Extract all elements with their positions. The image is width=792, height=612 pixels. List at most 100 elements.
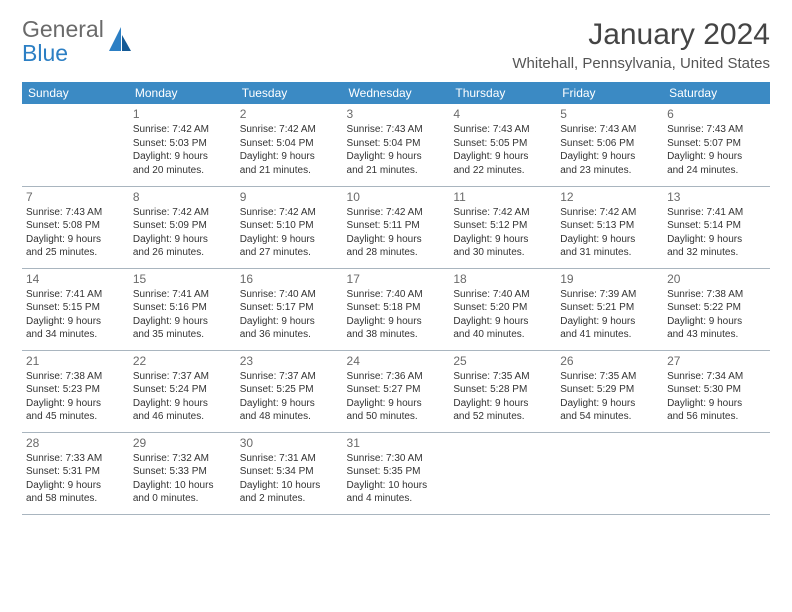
day-header: Tuesday: [236, 82, 343, 104]
day-ss: Sunset: 5:25 PM: [240, 383, 339, 397]
day-sr: Sunrise: 7:30 AM: [347, 452, 446, 466]
day-details: Sunrise: 7:37 AMSunset: 5:25 PMDaylight:…: [240, 370, 339, 424]
day-d1: Daylight: 9 hours: [133, 233, 232, 247]
day-details: Sunrise: 7:43 AMSunset: 5:08 PMDaylight:…: [26, 206, 125, 260]
day-ss: Sunset: 5:04 PM: [347, 137, 446, 151]
day-sr: Sunrise: 7:41 AM: [26, 288, 125, 302]
day-cell: 3Sunrise: 7:43 AMSunset: 5:04 PMDaylight…: [343, 104, 450, 186]
day-cell: 5Sunrise: 7:43 AMSunset: 5:06 PMDaylight…: [556, 104, 663, 186]
day-header-row: Sunday Monday Tuesday Wednesday Thursday…: [22, 82, 770, 104]
day-header: Wednesday: [343, 82, 450, 104]
day-ss: Sunset: 5:31 PM: [26, 465, 125, 479]
day-d2: and 56 minutes.: [667, 410, 766, 424]
day-d1: Daylight: 10 hours: [347, 479, 446, 493]
day-ss: Sunset: 5:34 PM: [240, 465, 339, 479]
day-details: Sunrise: 7:37 AMSunset: 5:24 PMDaylight:…: [133, 370, 232, 424]
day-sr: Sunrise: 7:42 AM: [133, 206, 232, 220]
day-number: 17: [347, 272, 446, 286]
day-ss: Sunset: 5:21 PM: [560, 301, 659, 315]
week-row: 14Sunrise: 7:41 AMSunset: 5:15 PMDayligh…: [22, 268, 770, 350]
day-ss: Sunset: 5:16 PM: [133, 301, 232, 315]
day-details: Sunrise: 7:41 AMSunset: 5:15 PMDaylight:…: [26, 288, 125, 342]
day-d1: Daylight: 9 hours: [560, 150, 659, 164]
day-number: 20: [667, 272, 766, 286]
day-d2: and 34 minutes.: [26, 328, 125, 342]
day-ss: Sunset: 5:22 PM: [667, 301, 766, 315]
day-header: Monday: [129, 82, 236, 104]
day-ss: Sunset: 5:30 PM: [667, 383, 766, 397]
day-cell: 4Sunrise: 7:43 AMSunset: 5:05 PMDaylight…: [449, 104, 556, 186]
day-d1: Daylight: 9 hours: [240, 150, 339, 164]
day-cell: 14Sunrise: 7:41 AMSunset: 5:15 PMDayligh…: [22, 268, 129, 350]
day-d2: and 21 minutes.: [240, 164, 339, 178]
day-details: Sunrise: 7:41 AMSunset: 5:16 PMDaylight:…: [133, 288, 232, 342]
day-d1: Daylight: 9 hours: [240, 233, 339, 247]
day-d1: Daylight: 9 hours: [560, 233, 659, 247]
day-number: 31: [347, 436, 446, 450]
day-d2: and 20 minutes.: [133, 164, 232, 178]
day-d1: Daylight: 9 hours: [26, 315, 125, 329]
logo-text-general: General: [22, 16, 104, 42]
day-sr: Sunrise: 7:43 AM: [667, 123, 766, 137]
day-d2: and 41 minutes.: [560, 328, 659, 342]
day-number: 21: [26, 354, 125, 368]
day-sr: Sunrise: 7:40 AM: [240, 288, 339, 302]
day-d1: Daylight: 9 hours: [26, 233, 125, 247]
day-details: Sunrise: 7:42 AMSunset: 5:04 PMDaylight:…: [240, 123, 339, 177]
day-cell: 31 Sunrise: 7:30 AMSunset: 5:35 PMDayligh…: [343, 432, 450, 514]
day-details: Sunrise: 7:30 AMSunset: 5:35 PMDaylight:…: [347, 452, 446, 506]
day-number: 25: [453, 354, 552, 368]
day-cell: 20Sunrise: 7:38 AMSunset: 5:22 PMDayligh…: [663, 268, 770, 350]
day-cell: 19Sunrise: 7:39 AMSunset: 5:21 PMDayligh…: [556, 268, 663, 350]
day-ss: Sunset: 5:03 PM: [133, 137, 232, 151]
day-d2: and 38 minutes.: [347, 328, 446, 342]
day-details: Sunrise: 7:40 AMSunset: 5:18 PMDaylight:…: [347, 288, 446, 342]
day-d1: Daylight: 9 hours: [347, 397, 446, 411]
day-ss: Sunset: 5:28 PM: [453, 383, 552, 397]
day-d2: and 25 minutes.: [26, 246, 125, 260]
day-sr: Sunrise: 7:31 AM: [240, 452, 339, 466]
day-cell: [449, 432, 556, 514]
day-d2: and 2 minutes.: [240, 492, 339, 506]
day-details: Sunrise: 7:35 AMSunset: 5:28 PMDaylight:…: [453, 370, 552, 424]
day-number: 8: [133, 190, 232, 204]
day-details: Sunrise: 7:34 AMSunset: 5:30 PMDaylight:…: [667, 370, 766, 424]
day-sr: Sunrise: 7:40 AM: [347, 288, 446, 302]
day-number: 30: [240, 436, 339, 450]
day-details: Sunrise: 7:42 AMSunset: 5:09 PMDaylight:…: [133, 206, 232, 260]
day-details: Sunrise: 7:32 AMSunset: 5:33 PMDaylight:…: [133, 452, 232, 506]
day-ss: Sunset: 5:08 PM: [26, 219, 125, 233]
day-d2: and 23 minutes.: [560, 164, 659, 178]
day-ss: Sunset: 5:07 PM: [667, 137, 766, 151]
day-sr: Sunrise: 7:41 AM: [133, 288, 232, 302]
day-sr: Sunrise: 7:42 AM: [560, 206, 659, 220]
day-number: 23: [240, 354, 339, 368]
day-d1: Daylight: 9 hours: [453, 233, 552, 247]
day-details: Sunrise: 7:42 AMSunset: 5:03 PMDaylight:…: [133, 123, 232, 177]
day-sr: Sunrise: 7:40 AM: [453, 288, 552, 302]
day-d1: Daylight: 9 hours: [453, 150, 552, 164]
day-cell: [663, 432, 770, 514]
day-ss: Sunset: 5:11 PM: [347, 219, 446, 233]
day-sr: Sunrise: 7:42 AM: [347, 206, 446, 220]
day-number: 5: [560, 107, 659, 121]
day-sr: Sunrise: 7:42 AM: [240, 123, 339, 137]
day-ss: Sunset: 5:20 PM: [453, 301, 552, 315]
day-cell: 27Sunrise: 7:34 AMSunset: 5:30 PMDayligh…: [663, 350, 770, 432]
day-ss: Sunset: 5:27 PM: [347, 383, 446, 397]
week-row: 7Sunrise: 7:43 AMSunset: 5:08 PMDaylight…: [22, 186, 770, 268]
day-d1: Daylight: 9 hours: [560, 315, 659, 329]
day-details: Sunrise: 7:35 AMSunset: 5:29 PMDaylight:…: [560, 370, 659, 424]
day-d2: and 21 minutes.: [347, 164, 446, 178]
day-d2: and 0 minutes.: [133, 492, 232, 506]
day-d1: Daylight: 9 hours: [240, 315, 339, 329]
day-details: Sunrise: 7:42 AMSunset: 5:13 PMDaylight:…: [560, 206, 659, 260]
day-cell: 6Sunrise: 7:43 AMSunset: 5:07 PMDaylight…: [663, 104, 770, 186]
day-cell: 7Sunrise: 7:43 AMSunset: 5:08 PMDaylight…: [22, 186, 129, 268]
day-d1: Daylight: 9 hours: [560, 397, 659, 411]
logo-text-blue: Blue: [22, 40, 68, 66]
day-cell: 17 Sunrise: 7:40 AMSunset: 5:18 PMDayligh…: [343, 268, 450, 350]
day-d2: and 22 minutes.: [453, 164, 552, 178]
day-cell: 18Sunrise: 7:40 AMSunset: 5:20 PMDayligh…: [449, 268, 556, 350]
day-number: 24: [347, 354, 446, 368]
